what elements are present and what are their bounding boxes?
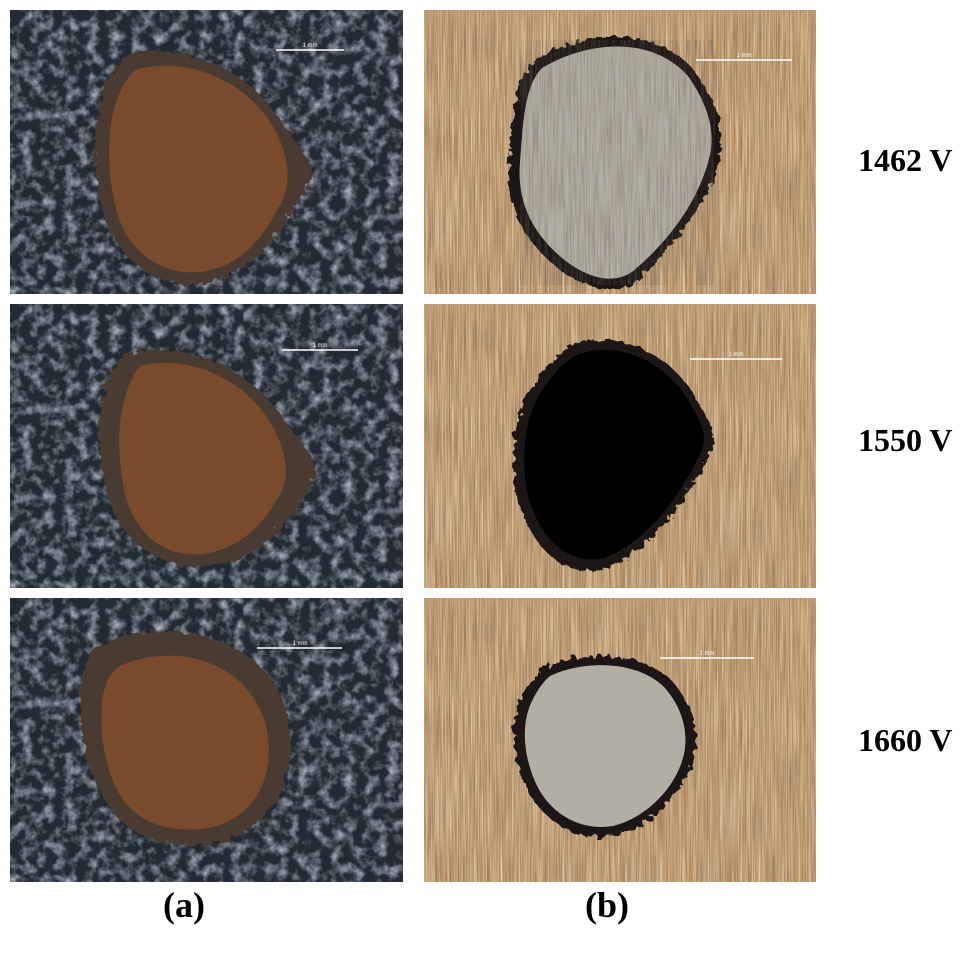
- crater: [119, 362, 287, 555]
- crater: [524, 349, 704, 560]
- voltage-label-row-2: 1550 V: [858, 422, 953, 458]
- metal-micrograph-1550v: 1 mm: [424, 304, 816, 588]
- coating-micrograph-1660v: 1 mm: [10, 598, 403, 882]
- voltage-label-row-1: 1462 V: [858, 142, 953, 178]
- metal-micrograph-1462v: 1 mm: [424, 10, 816, 294]
- crater: [524, 665, 686, 827]
- caption-a: (a): [163, 885, 205, 925]
- caption-b: (b): [585, 885, 629, 925]
- scale-bar-label: 1 mm: [700, 651, 715, 657]
- scale-bar-label: 1 mm: [729, 352, 744, 358]
- scale-bar-label: 1 mm: [313, 343, 328, 349]
- crater: [109, 65, 288, 273]
- metal-micrograph-1660v: 1 mm: [424, 598, 816, 882]
- scale-bar-label: 1 mm: [303, 43, 318, 49]
- scale-bar-label: 1 mm: [737, 53, 752, 59]
- coating-micrograph-1550v: 1 mm: [10, 304, 403, 588]
- voltage-label-row-3: 1660 V: [858, 722, 953, 758]
- crater: [101, 655, 269, 830]
- coating-micrograph-1462v: 1 mm: [10, 10, 403, 294]
- scale-bar-label: 1 mm: [293, 641, 308, 647]
